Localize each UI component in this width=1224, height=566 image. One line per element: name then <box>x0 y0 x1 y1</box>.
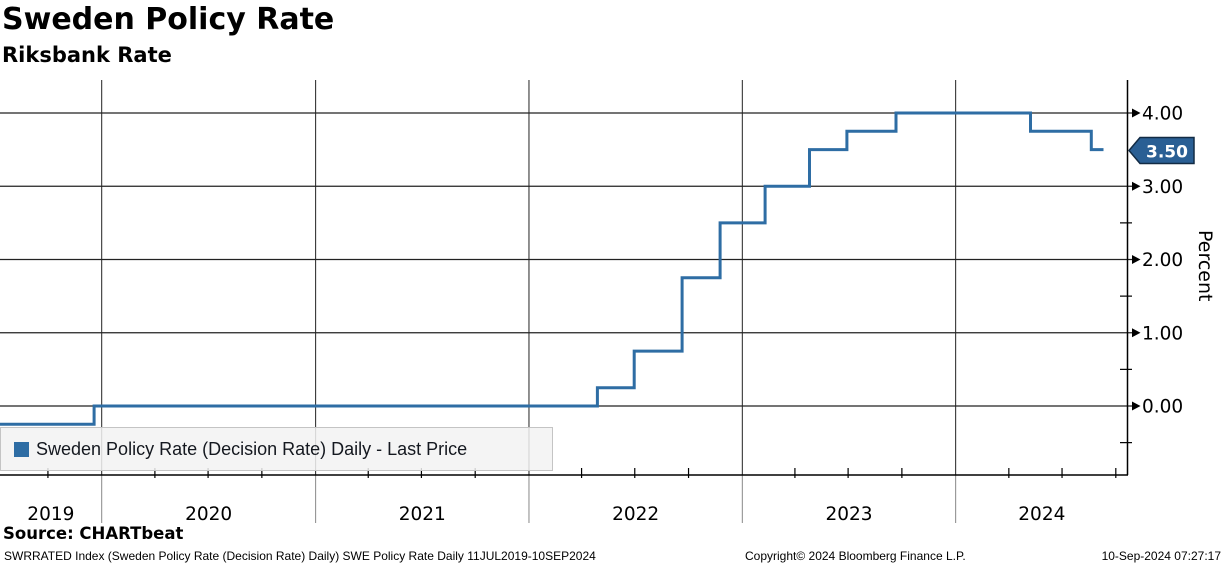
chart-subtitle: Riksbank Rate <box>2 43 172 67</box>
x-axis-year-labels: 2019 2020 2021 2022 2023 2024 <box>27 504 1065 525</box>
y-axis-title: Percent <box>1194 230 1216 302</box>
svg-text:1.00: 1.00 <box>1142 323 1183 344</box>
legend-marker-icon <box>14 441 29 457</box>
footer-copyright: Copyright© 2024 Bloomberg Finance L.P. <box>745 549 966 563</box>
policy-rate-step-line <box>0 111 1104 426</box>
legend[interactable]: Sweden Policy Rate (Decision Rate) Daily… <box>0 427 553 471</box>
svg-text:2021: 2021 <box>399 504 446 525</box>
y-axis-labels: 0.00 1.00 2.00 3.00 4.00 <box>1142 104 1183 418</box>
axes <box>0 80 1129 476</box>
footer-timestamp: 10-Sep-2024 07:27:17 <box>1101 549 1221 563</box>
svg-text:2019: 2019 <box>27 504 74 525</box>
svg-text:2020: 2020 <box>185 504 232 525</box>
svg-text:0.00: 0.00 <box>1142 397 1183 418</box>
footer: SWRRATED Index (Sweden Policy Rate (Deci… <box>0 549 1224 566</box>
horizontal-gridlines <box>0 108 1141 411</box>
y-axis-minor-ticks <box>1120 222 1132 444</box>
last-price-badge: 3.50 <box>1128 136 1195 165</box>
svg-text:2022: 2022 <box>612 504 659 525</box>
year-gridlines <box>101 80 957 523</box>
footer-ticker-info: SWRRATED Index (Sweden Policy Rate (Deci… <box>4 549 596 563</box>
svg-text:4.00: 4.00 <box>1142 104 1183 125</box>
svg-text:2024: 2024 <box>1018 504 1065 525</box>
svg-text:2.00: 2.00 <box>1142 250 1183 271</box>
svg-text:3.00: 3.00 <box>1142 177 1183 198</box>
last-price-value: 3.50 <box>1146 143 1188 163</box>
legend-label: Sweden Policy Rate (Decision Rate) Daily… <box>36 438 468 459</box>
chart-title: Sweden Policy Rate <box>2 2 335 37</box>
svg-text:2023: 2023 <box>825 504 872 525</box>
source-line: Source: CHARTbeat <box>3 524 184 543</box>
price-tag-shape <box>1128 136 1195 165</box>
